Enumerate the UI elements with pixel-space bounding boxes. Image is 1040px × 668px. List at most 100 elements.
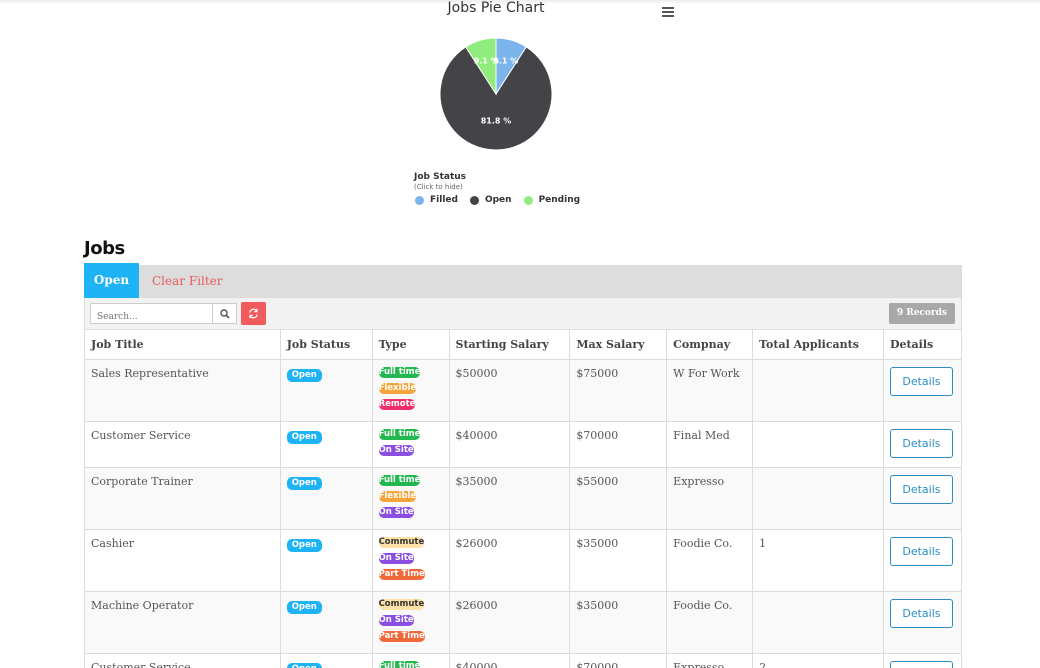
details-button[interactable]: Details: [889, 429, 953, 458]
job-title-cell: Customer Service: [84, 421, 281, 468]
type-cell: Full time: [371, 653, 450, 668]
type-badge: Remote: [378, 399, 416, 410]
pie-data-label: 9.1 %: [474, 57, 499, 66]
status-badge: Open: [286, 601, 322, 614]
job-status-cell: Open: [279, 359, 373, 422]
details-cell: Details: [882, 467, 963, 530]
table-row: Cashier Open Commute On Site Part Time $26000…: [84, 529, 963, 592]
type-badge: Flexible: [378, 491, 417, 502]
details-button[interactable]: Details: [889, 599, 953, 628]
column-header[interactable]: Starting Salary: [448, 329, 571, 360]
job-title-cell: Customer Service Representative: [84, 653, 281, 668]
max-salary-cell: $70000: [569, 421, 668, 468]
details-cell: Details: [882, 359, 963, 422]
type-cell: Full time Flexible On Site: [371, 467, 450, 530]
legend-item[interactable]: Open: [469, 195, 512, 205]
job-title-cell: Machine Operator: [84, 591, 281, 654]
pie-slice-pending[interactable]: [465, 37, 497, 96]
type-badge: Commute: [378, 537, 425, 548]
company-cell: Expresso: [666, 467, 754, 530]
legend-item[interactable]: Filled: [415, 195, 458, 205]
type-cell: Full time On Site: [371, 421, 450, 468]
details-button[interactable]: Details: [889, 475, 953, 504]
status-badge: Open: [286, 431, 322, 444]
chart-title: Jobs Pie Chart: [447, 0, 545, 16]
starting-salary-cell: $26000: [448, 591, 571, 654]
column-header[interactable]: Details: [882, 329, 963, 360]
records-count-badge: 9 Records: [888, 303, 955, 324]
filter-bar: Open Clear Filter: [84, 263, 962, 298]
details-cell: Details: [882, 529, 963, 592]
details-button[interactable]: Details: [889, 661, 953, 668]
starting-salary-cell: $40000: [448, 421, 571, 468]
company-cell: Expresso: [666, 653, 754, 668]
job-status-cell: Open: [279, 653, 373, 668]
starting-salary-cell: $50000: [448, 359, 571, 422]
details-button[interactable]: Details: [889, 367, 953, 396]
type-badge: Part Time: [378, 569, 425, 580]
type-badge: On Site: [378, 553, 414, 564]
page-title: Jobs: [84, 238, 125, 259]
type-badge: Full time: [378, 429, 421, 440]
total-applicants-cell: [752, 591, 884, 654]
max-salary-cell: $35000: [569, 529, 668, 592]
chart-menu-icon[interactable]: [662, 7, 674, 17]
type-badge: Full time: [378, 367, 421, 378]
type-cell: Commute On Site Part Time: [371, 529, 450, 592]
table-row: Sales Representative Open Full time Flexibl…: [84, 359, 963, 422]
pie-chart: 9.1 % 81.8 % 9.1 %: [439, 37, 553, 151]
column-header[interactable]: Total Applicants: [752, 329, 884, 360]
pie-slice-open[interactable]: [439, 46, 553, 151]
column-header[interactable]: Type: [371, 329, 450, 360]
column-header[interactable]: Job Title: [84, 329, 281, 360]
tab-open[interactable]: Open: [84, 263, 139, 298]
max-salary-cell: $35000: [569, 591, 668, 654]
legend-marker: [469, 195, 479, 205]
search-box: [90, 303, 237, 327]
company-cell: Foodie Co.: [666, 529, 754, 592]
type-badge: On Site: [378, 507, 414, 518]
type-badge: Commute: [378, 599, 425, 610]
pie-data-label: 81.8 %: [481, 116, 512, 125]
starting-salary-cell: $40000: [448, 653, 571, 668]
legend-label: Pending: [538, 195, 581, 205]
legend-item[interactable]: Pending: [523, 195, 581, 205]
job-title-cell: Cashier: [84, 529, 281, 592]
job-status-cell: Open: [279, 529, 373, 592]
max-salary-cell: $70000: [569, 653, 668, 668]
total-applicants-cell: [752, 359, 884, 422]
column-header[interactable]: Max Salary: [569, 329, 668, 360]
details-cell: Details: [882, 591, 963, 654]
total-applicants-cell: [752, 467, 884, 530]
column-header[interactable]: Job Status: [279, 329, 373, 360]
chart-legend: Filled Open Pending: [415, 195, 580, 205]
search-icon: [219, 308, 230, 319]
job-status-cell: Open: [279, 421, 373, 468]
details-button[interactable]: Details: [889, 537, 953, 566]
status-badge: Open: [286, 477, 322, 490]
search-input[interactable]: [91, 307, 209, 327]
table-toolbar: 9 Records: [84, 298, 962, 329]
search-button[interactable]: [212, 303, 237, 324]
table-row: Corporate Trainer Open Full time Flexible On…: [84, 467, 963, 530]
type-badge: Flexible: [378, 383, 417, 394]
starting-salary-cell: $26000: [448, 529, 571, 592]
legend-label: Open: [484, 195, 512, 205]
column-header[interactable]: Compnay: [666, 329, 754, 360]
type-cell: Commute On Site Part Time: [371, 591, 450, 654]
job-title-cell: Sales Representative: [84, 359, 281, 422]
company-cell: Foodie Co.: [666, 591, 754, 654]
table-row: Customer Service Open Full time On Site $400…: [84, 421, 963, 468]
table-header-row: Job Title Job Status Type Starting Salary Ma…: [84, 329, 963, 360]
refresh-button[interactable]: [241, 302, 266, 325]
company-cell: W For Work: [666, 359, 754, 422]
max-salary-cell: $75000: [569, 359, 668, 422]
status-badge: Open: [286, 663, 322, 668]
legend-subtitle: (Click to hide): [414, 183, 463, 191]
type-badge: Part Time: [378, 631, 425, 642]
legend-marker: [523, 195, 533, 205]
top-shadow: [0, 0, 1040, 4]
jobs-table: Job Title Job Status Type Starting Salary Ma…: [84, 329, 963, 668]
clear-filter-link[interactable]: Clear Filter: [152, 274, 223, 288]
type-badge: On Site: [378, 615, 414, 626]
